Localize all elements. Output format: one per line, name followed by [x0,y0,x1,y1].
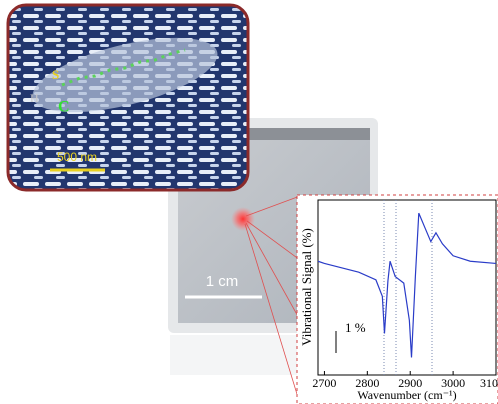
atom-s: S [52,67,59,82]
photo-scale-label: 1 cm [206,273,239,290]
molecule-chain [61,48,186,87]
x-tick-label: 2900 [398,376,422,390]
x-tick-label: 2700 [312,376,336,390]
chart-panel [296,194,498,404]
series-line [317,212,497,358]
x-tick-label: 2800 [355,376,379,390]
molecule-halo [32,37,218,113]
y-axis-label: Vibrational Signal (%) [299,228,314,346]
signal-scale-label: 1 % [345,320,366,335]
guides [383,200,433,375]
laser-spot [231,207,255,231]
x-tick-label: 310 [480,376,498,390]
atom-h: H [30,91,39,105]
x-axis-label: Wavenumber (cm⁻¹) [357,388,456,402]
chart: Vibrational Signal (%) Wavenumber (cm⁻¹)… [299,199,498,402]
plot-frame [317,199,497,376]
afm-scale-label: 500 nm [57,150,97,164]
connectors [244,195,301,404]
x-tick-label: 3000 [441,376,465,390]
atom-c: C [58,99,70,116]
